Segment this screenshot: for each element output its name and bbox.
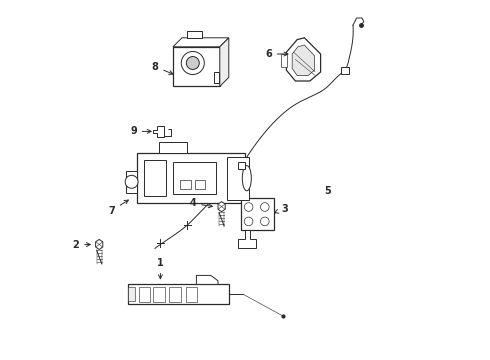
Bar — [170, 287, 181, 302]
Bar — [144, 160, 166, 196]
Circle shape — [181, 51, 204, 75]
Polygon shape — [292, 45, 315, 76]
Text: 2: 2 — [73, 240, 90, 250]
Bar — [153, 287, 165, 302]
Polygon shape — [126, 171, 137, 193]
Bar — [195, 180, 205, 189]
Bar — [128, 287, 135, 301]
Text: 5: 5 — [324, 186, 331, 196]
Bar — [187, 31, 202, 38]
Polygon shape — [196, 275, 218, 284]
Text: 4: 4 — [190, 198, 212, 208]
Polygon shape — [96, 239, 103, 249]
Bar — [227, 157, 248, 200]
Bar — [215, 72, 219, 83]
Text: 3: 3 — [274, 204, 288, 214]
Bar — [242, 198, 274, 230]
Bar — [159, 142, 187, 153]
Bar — [139, 287, 150, 302]
Text: 8: 8 — [151, 62, 173, 75]
Circle shape — [245, 217, 253, 226]
Polygon shape — [218, 202, 225, 212]
Bar — [342, 67, 349, 74]
Ellipse shape — [242, 166, 251, 191]
Text: 9: 9 — [130, 126, 151, 136]
Text: 1: 1 — [157, 258, 164, 279]
Bar — [186, 287, 197, 302]
Bar — [173, 162, 216, 194]
Circle shape — [261, 217, 269, 226]
Polygon shape — [153, 126, 164, 137]
Bar — [180, 180, 191, 189]
Bar — [238, 162, 245, 169]
Circle shape — [261, 203, 269, 211]
Bar — [173, 47, 220, 86]
Polygon shape — [173, 38, 229, 47]
Polygon shape — [220, 38, 229, 86]
Text: 7: 7 — [108, 200, 128, 216]
Bar — [128, 284, 229, 304]
Circle shape — [125, 175, 138, 188]
Polygon shape — [286, 38, 320, 81]
Bar — [137, 153, 245, 203]
Polygon shape — [238, 230, 256, 248]
Circle shape — [186, 57, 199, 69]
Text: 6: 6 — [265, 49, 288, 59]
Circle shape — [245, 203, 253, 211]
Bar — [281, 54, 288, 67]
